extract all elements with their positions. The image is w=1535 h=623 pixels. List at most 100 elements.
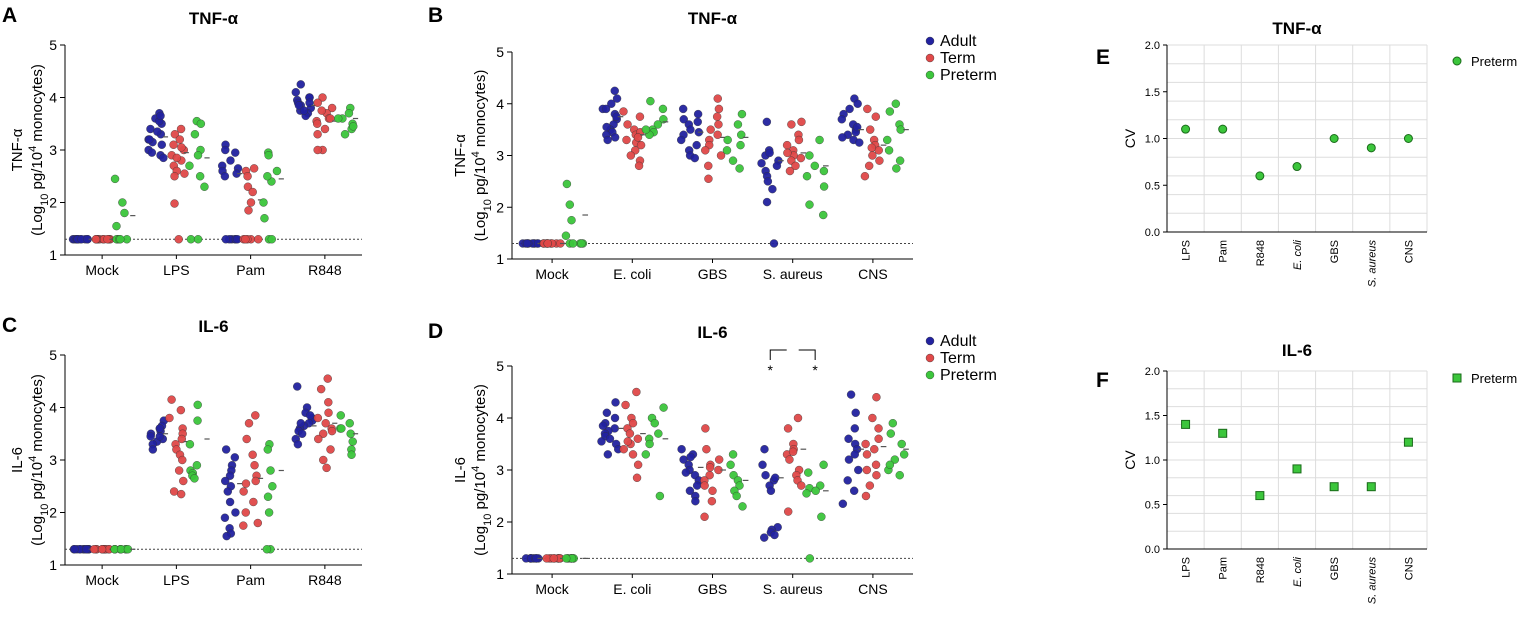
data-point <box>244 206 253 215</box>
data-point <box>264 151 273 160</box>
data-point <box>316 384 326 394</box>
panel-title: TNF-α <box>189 9 239 28</box>
data-point <box>1181 419 1191 429</box>
x-tick-label: R848 <box>308 572 342 588</box>
data-point <box>636 140 646 150</box>
data-point <box>320 124 330 134</box>
data-point <box>1292 162 1302 172</box>
data-point <box>763 177 773 186</box>
data-point <box>70 545 79 554</box>
data-point <box>850 424 859 433</box>
data-point <box>805 151 814 160</box>
data-point <box>327 103 337 113</box>
data-point <box>611 398 620 407</box>
data-point <box>1366 143 1376 153</box>
data-point <box>225 471 235 480</box>
data-point <box>602 408 612 417</box>
y-tick-label: 3 <box>496 462 504 478</box>
x-tick-label: GBS <box>698 266 728 282</box>
data-point <box>772 161 782 171</box>
data-point <box>118 198 127 207</box>
data-point <box>875 156 884 165</box>
data-point <box>884 146 894 155</box>
legend-label: Adult <box>940 33 977 50</box>
data-point <box>619 107 628 116</box>
data-point <box>874 434 883 443</box>
data-point <box>737 109 747 119</box>
x-tick-label: CNS <box>1403 557 1415 580</box>
data-point <box>241 508 250 517</box>
data-point <box>598 421 608 430</box>
data-point <box>112 221 121 231</box>
data-point <box>850 450 859 459</box>
x-tick-label: R848 <box>1255 240 1267 266</box>
data-point <box>605 434 615 443</box>
y-tick-label: 4 <box>49 90 57 106</box>
data-point <box>819 210 828 220</box>
data-point <box>1181 124 1191 134</box>
data-point <box>685 486 695 495</box>
data-point <box>872 393 881 402</box>
data-point <box>714 455 724 464</box>
data-point <box>155 424 165 433</box>
data-point <box>726 460 735 469</box>
data-point <box>802 171 812 181</box>
data-point <box>565 200 575 209</box>
data-point <box>607 99 616 108</box>
data-point <box>646 96 655 106</box>
data-point <box>323 374 332 383</box>
data-point <box>340 130 350 139</box>
data-point <box>610 86 619 96</box>
data-point <box>713 94 722 103</box>
x-tick-label: S. aureus <box>1366 557 1378 605</box>
y-tick-label: 2 <box>49 505 57 521</box>
data-point <box>157 140 166 149</box>
y-axis-label: CV <box>1122 128 1138 148</box>
data-point <box>641 125 651 134</box>
legend-marker <box>925 336 935 346</box>
data-point <box>838 133 847 142</box>
data-point <box>622 135 631 145</box>
data-point <box>176 405 186 415</box>
data-point <box>837 115 847 124</box>
data-point <box>885 107 895 116</box>
data-point <box>251 476 260 486</box>
y-axis-label: CV <box>1122 450 1138 470</box>
data-point <box>601 104 611 114</box>
panel-letter: D <box>428 320 443 343</box>
x-tick-label: Mock <box>85 262 119 278</box>
data-point <box>120 208 129 218</box>
y-tick-label: 2.0 <box>1145 366 1160 378</box>
data-point <box>254 235 263 244</box>
data-point <box>871 112 880 121</box>
data-point <box>704 174 713 183</box>
y-tick-label: 2 <box>496 514 504 530</box>
data-point <box>815 135 824 145</box>
y-tick-label: 5 <box>49 347 57 363</box>
x-tick-label: LPS <box>1181 557 1193 578</box>
data-point <box>196 119 206 128</box>
data-point <box>321 419 330 428</box>
y-axis-label: TNF-α <box>9 128 26 171</box>
data-point <box>757 159 766 168</box>
legend-label: Preterm <box>1471 54 1517 69</box>
data-point <box>1329 134 1339 143</box>
data-point <box>796 153 806 163</box>
data-point <box>1218 124 1228 134</box>
data-point <box>626 151 636 160</box>
y-axis-label: IL-6 <box>452 457 469 483</box>
data-point <box>243 182 253 191</box>
data-point <box>561 231 571 240</box>
data-point <box>170 130 180 139</box>
data-point <box>802 489 811 498</box>
panel-letter: C <box>2 314 17 337</box>
panel-title: IL-6 <box>697 323 727 342</box>
data-point <box>628 419 638 428</box>
y-tick-label: 3 <box>49 452 57 468</box>
data-point <box>263 445 272 454</box>
x-tick-label: Pam <box>1218 557 1230 580</box>
data-point <box>296 419 306 428</box>
legend-label: Preterm <box>940 367 997 384</box>
